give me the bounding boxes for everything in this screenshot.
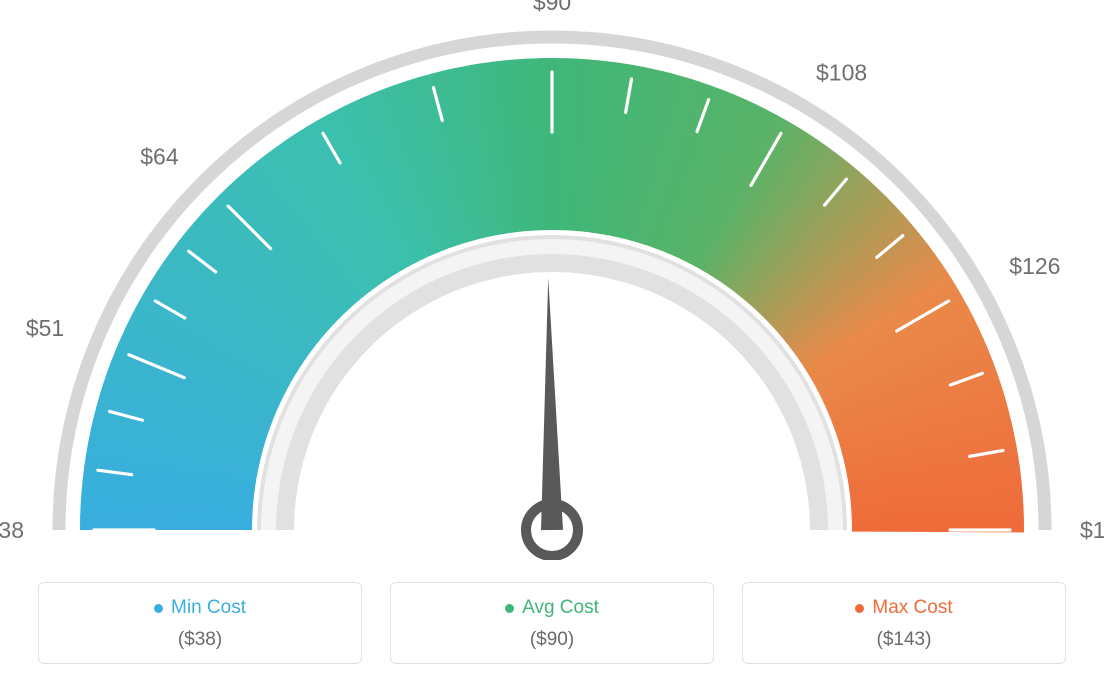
svg-text:$126: $126 [1009,253,1060,279]
legend-value-max: ($143) [753,629,1055,651]
legend-dot-min [154,604,163,613]
svg-text:$90: $90 [533,0,571,15]
legend-label-avg: Avg Cost [522,597,599,619]
legend-card-max: Max Cost ($143) [742,582,1066,664]
legend-title-max: Max Cost [855,597,952,619]
svg-text:$108: $108 [816,60,867,86]
legend-label-max: Max Cost [872,597,952,619]
gauge-chart-container: $38 $51 $64 $90 $108 $126 $143 Min Cost ($38) … [0,0,1104,690]
gauge: $38 $51 $64 $90 $108 $126 $143 [0,0,1104,560]
svg-text:$51: $51 [26,315,64,341]
legend-value-min: ($38) [49,629,351,651]
svg-text:$38: $38 [0,517,24,543]
legend-dot-avg [505,604,514,613]
legend-label-min: Min Cost [171,597,246,619]
svg-text:$64: $64 [140,144,179,170]
svg-text:$143: $143 [1080,517,1104,543]
legend-title-avg: Avg Cost [505,597,599,619]
legend-card-min: Min Cost ($38) [38,582,362,664]
legend-row: Min Cost ($38) Avg Cost ($90) Max Cost (… [38,582,1066,664]
legend-value-avg: ($90) [401,629,703,651]
legend-dot-max [855,604,864,613]
legend-title-min: Min Cost [154,597,246,619]
legend-card-avg: Avg Cost ($90) [390,582,714,664]
